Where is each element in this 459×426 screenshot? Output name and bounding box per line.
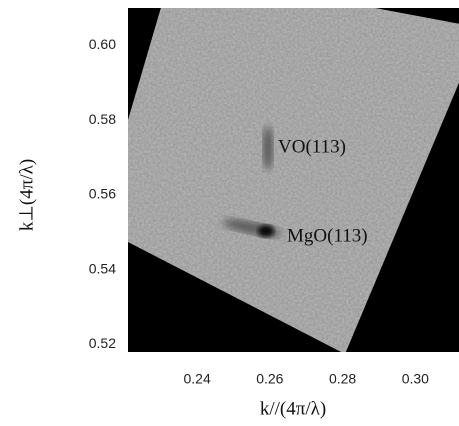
x-tick-label: 0.26 — [256, 371, 283, 387]
annotation: VO(113) — [278, 136, 346, 157]
x-axis-label: k//(4π/λ) — [260, 398, 326, 419]
y-tick-label: 0.60 — [89, 36, 116, 52]
x-tick-label: 0.28 — [329, 371, 356, 387]
annotation: MgO(113) — [287, 225, 368, 246]
y-tick-label: 0.52 — [89, 335, 116, 351]
y-axis-label: k⊥(4π/λ) — [16, 159, 37, 231]
y-tick-label: 0.56 — [89, 186, 116, 202]
map-image — [128, 8, 459, 352]
y-tick-label: 0.54 — [89, 260, 116, 276]
x-tick-label: 0.24 — [183, 371, 210, 387]
x-tick-label: 0.30 — [402, 371, 429, 387]
y-tick-label: 0.58 — [89, 111, 116, 127]
